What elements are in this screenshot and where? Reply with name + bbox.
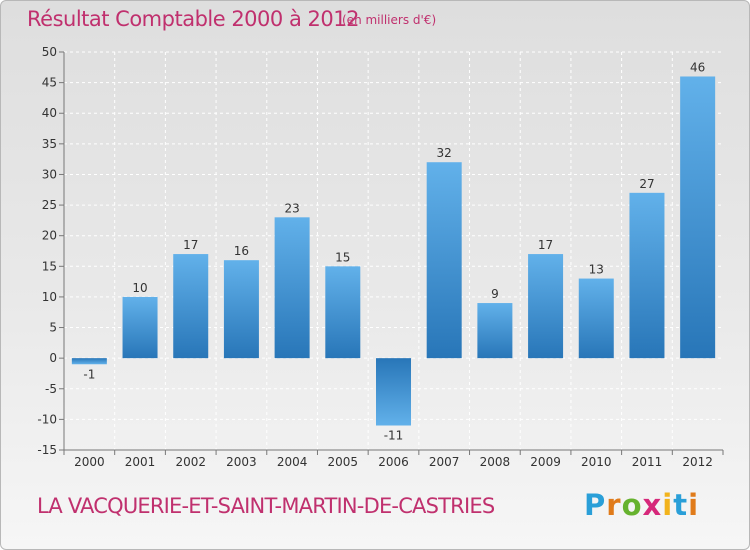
tick-labels: -15 -10 -5 0 5 10 15 20 25 30 35 40 45 50 2000 2001 2002…: [37, 45, 713, 469]
y-tick-label: 0: [49, 351, 57, 365]
data-label: 23: [284, 201, 299, 215]
logo-letter: o: [621, 488, 643, 522]
data-label: 16: [234, 244, 249, 258]
x-tick-label: 2011: [632, 455, 663, 469]
logo-letter: i: [688, 488, 700, 522]
y-tick-label: 35: [42, 137, 57, 151]
x-tick-label: 2001: [125, 455, 156, 469]
x-tick-label: 2005: [328, 455, 359, 469]
bar: [426, 162, 462, 359]
logo-letter: i: [662, 488, 674, 522]
proxiti-logo: Proxiti: [584, 488, 699, 522]
grid-lines: [64, 51, 723, 451]
x-tick-label: 2000: [74, 455, 105, 469]
y-tick-label: 15: [42, 259, 57, 273]
x-tick-label: 2012: [682, 455, 713, 469]
data-label: -11: [384, 429, 404, 443]
bar: [528, 254, 564, 359]
data-label: 9: [491, 287, 499, 301]
y-tick-label: 20: [42, 229, 57, 243]
data-label: 17: [538, 238, 553, 252]
data-label: 46: [690, 60, 705, 74]
y-tick-label: 40: [42, 106, 57, 120]
data-label: 32: [437, 146, 452, 160]
data-label: 27: [639, 177, 654, 191]
bar: [274, 217, 310, 359]
y-tick-label: 50: [42, 45, 57, 59]
y-tick-label: 5: [49, 321, 57, 335]
data-label: 15: [335, 250, 350, 264]
x-tick-label: 2007: [429, 455, 460, 469]
bar: [376, 358, 411, 426]
y-tick-label: 45: [42, 76, 57, 90]
bar: [122, 296, 158, 359]
y-tick-label: 10: [42, 290, 57, 304]
bar: [71, 358, 107, 365]
bar: [629, 192, 665, 359]
bar: [325, 266, 361, 359]
x-tick-label: 2010: [581, 455, 612, 469]
data-labels: -1 10 17 16 23 15 -11 32 9 17 13 27 46: [83, 60, 705, 442]
logo-letter: t: [673, 488, 689, 522]
y-tick-label: -10: [37, 412, 57, 426]
y-tick-label: 25: [42, 198, 57, 212]
bar: [680, 76, 716, 359]
y-tick-label: 30: [42, 167, 57, 181]
logo-letter: P: [584, 488, 607, 522]
data-label: -1: [83, 367, 95, 381]
axes: [59, 51, 724, 455]
bar: [578, 278, 614, 359]
x-tick-label: 2006: [378, 455, 409, 469]
x-tick-label: 2004: [277, 455, 308, 469]
logo-letter: r: [606, 488, 622, 522]
chart-subtitle: (en milliers d'€): [342, 13, 437, 27]
x-tick-label: 2008: [480, 455, 511, 469]
x-tick-label: 2009: [530, 455, 561, 469]
bars: [71, 76, 716, 426]
location-name: LA VACQUERIE-ET-SAINT-MARTIN-DE-CASTRIES: [37, 494, 495, 518]
bar: [223, 260, 259, 359]
x-tick-label: 2003: [226, 455, 257, 469]
y-tick-label: -5: [45, 382, 57, 396]
data-label: 10: [132, 281, 147, 295]
bar: [477, 303, 513, 359]
logo-letter: x: [642, 488, 663, 522]
data-label: 17: [183, 238, 198, 252]
data-label: 13: [589, 263, 604, 277]
y-tick-label: -15: [37, 443, 57, 457]
x-tick-label: 2002: [175, 455, 206, 469]
chart-title: Résultat Comptable 2000 à 2012: [27, 7, 359, 31]
bar: [173, 254, 209, 359]
